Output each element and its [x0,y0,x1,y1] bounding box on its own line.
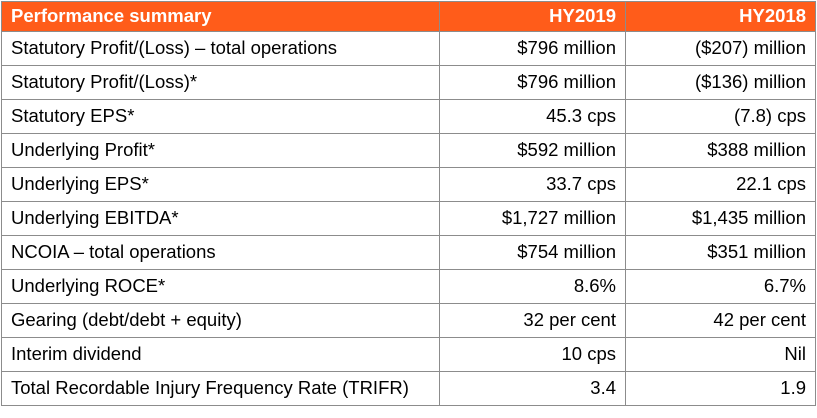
header-row: Performance summary HY2019 HY2018 [1,1,816,32]
row-label: Statutory EPS* [1,99,440,134]
row-hy2019-value: 10 cps [439,337,626,372]
row-hy2019-value: $796 million [439,65,626,100]
table-row: Underlying ROCE* 8.6% 6.7% [1,269,816,304]
row-hy2018-value: 22.1 cps [625,167,816,202]
table-row: Total Recordable Injury Frequency Rate (… [1,371,816,406]
row-hy2019-value: $592 million [439,133,626,168]
row-hy2018-value: 42 per cent [625,303,816,338]
performance-summary-table: Performance summary HY2019 HY2018 Statut… [1,1,816,406]
row-hy2019-value: $754 million [439,235,626,270]
row-hy2019-value: 33.7 cps [439,167,626,202]
row-label: Underlying ROCE* [1,269,440,304]
row-label: Statutory Profit/(Loss) – total operatio… [1,31,440,66]
row-hy2018-value: ($136) million [625,65,816,100]
row-hy2019-value: 3.4 [439,371,626,406]
table-row: Statutory Profit/(Loss)* $796 million ($… [1,65,816,100]
row-label: Statutory Profit/(Loss)* [1,65,440,100]
table-body: Statutory Profit/(Loss) – total operatio… [1,31,816,406]
row-hy2019-value: 32 per cent [439,303,626,338]
table-row: Interim dividend 10 cps Nil [1,337,816,372]
row-hy2018-value: 1.9 [625,371,816,406]
row-hy2018-value: $351 million [625,235,816,270]
header-label: Performance summary [1,1,440,32]
row-label: Underlying EPS* [1,167,440,202]
row-hy2019-value: $796 million [439,31,626,66]
row-label: Underlying EBITDA* [1,201,440,236]
table-row: Gearing (debt/debt + equity) 32 per cent… [1,303,816,338]
row-hy2019-value: 8.6% [439,269,626,304]
table-header: Performance summary HY2019 HY2018 [1,1,816,32]
row-hy2018-value: $1,435 million [625,201,816,236]
row-hy2018-value: $388 million [625,133,816,168]
row-label: Gearing (debt/debt + equity) [1,303,440,338]
table-row: Statutory Profit/(Loss) – total operatio… [1,31,816,66]
row-label: Interim dividend [1,337,440,372]
header-hy2019: HY2019 [439,1,626,32]
table-row: Underlying Profit* $592 million $388 mil… [1,133,816,168]
row-label: NCOIA – total operations [1,235,440,270]
row-hy2018-value: Nil [625,337,816,372]
row-hy2018-value: 6.7% [625,269,816,304]
table-row: Statutory EPS* 45.3 cps (7.8) cps [1,99,816,134]
row-hy2018-value: (7.8) cps [625,99,816,134]
table-row: Underlying EPS* 33.7 cps 22.1 cps [1,167,816,202]
row-label: Total Recordable Injury Frequency Rate (… [1,371,440,406]
table-row: Underlying EBITDA* $1,727 million $1,435… [1,201,816,236]
row-label: Underlying Profit* [1,133,440,168]
header-hy2018: HY2018 [625,1,816,32]
table-row: NCOIA – total operations $754 million $3… [1,235,816,270]
row-hy2018-value: ($207) million [625,31,816,66]
row-hy2019-value: $1,727 million [439,201,626,236]
row-hy2019-value: 45.3 cps [439,99,626,134]
